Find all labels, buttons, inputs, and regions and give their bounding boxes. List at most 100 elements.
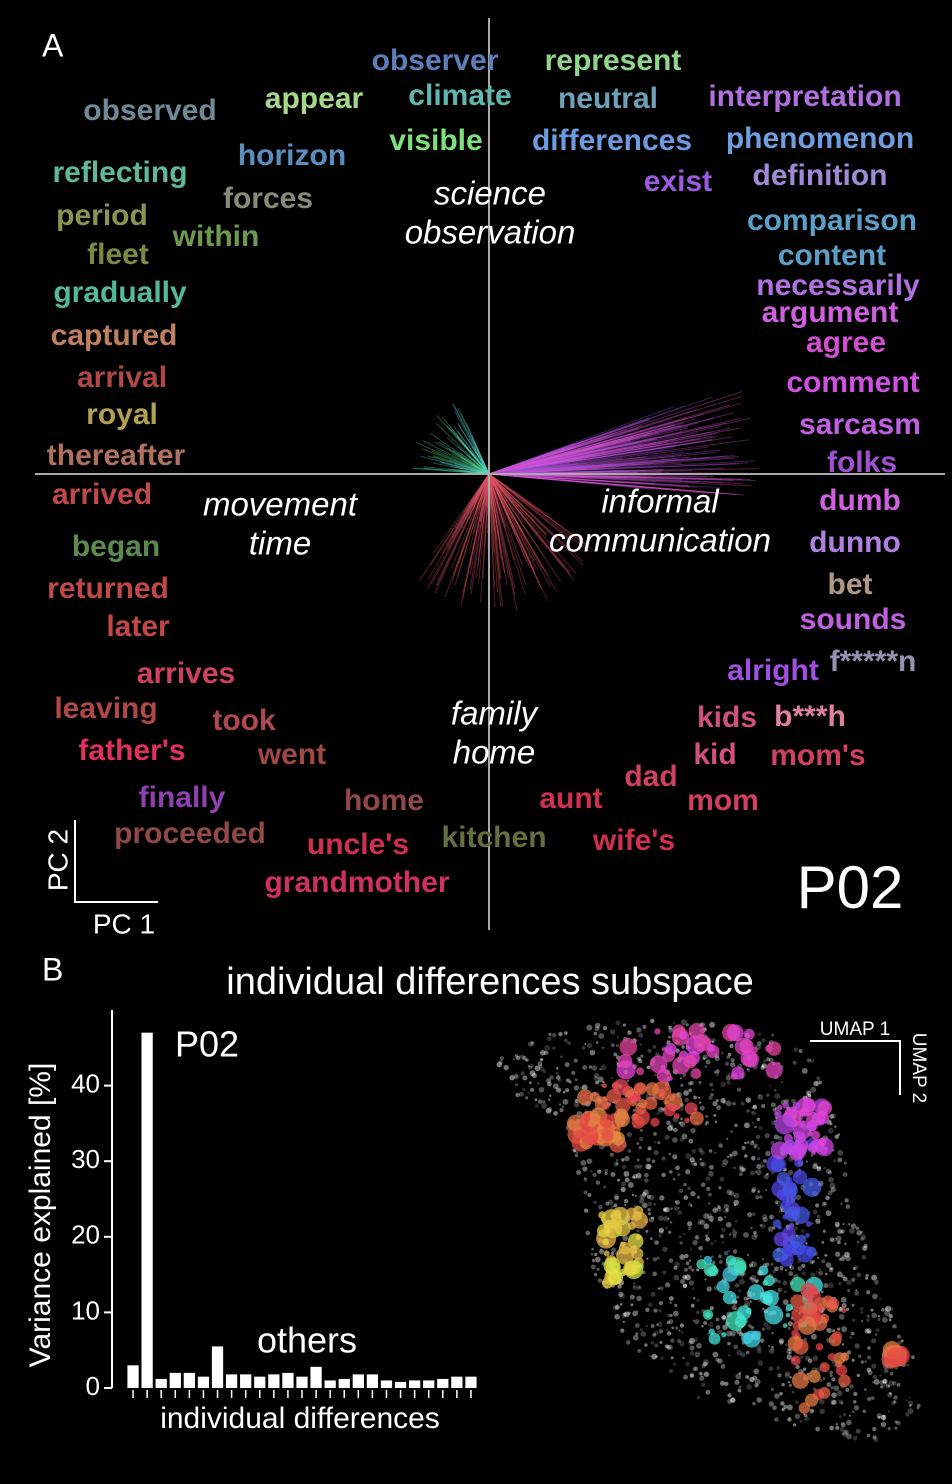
- ray: [488, 443, 606, 475]
- word: uncle's: [307, 828, 409, 861]
- umap-point: [537, 1099, 543, 1104]
- umap-point: [571, 1070, 576, 1075]
- umap-word: [631, 1092, 641, 1102]
- ray: [488, 473, 574, 542]
- ray: [488, 473, 592, 553]
- bar: [254, 1376, 266, 1388]
- ray: [451, 465, 490, 475]
- umap-point: [652, 1333, 657, 1337]
- umap-point: [689, 1350, 695, 1356]
- umap-point: [838, 1257, 842, 1261]
- umap-point: [816, 1076, 821, 1081]
- umap-point: [889, 1307, 894, 1312]
- umap-point: [690, 1127, 696, 1134]
- umap-point: [822, 1377, 826, 1381]
- umap-word: [799, 1107, 810, 1117]
- umap-word: [625, 1207, 638, 1220]
- ray: [488, 473, 575, 581]
- word: represent: [545, 44, 682, 77]
- umap-point: [728, 1354, 731, 1357]
- ray: [488, 462, 665, 475]
- umap-point: [786, 1404, 793, 1411]
- umap-point: [755, 1134, 761, 1139]
- ray: [435, 473, 490, 586]
- umap-point: [695, 1355, 698, 1358]
- ray: [488, 473, 516, 596]
- umap-point: [778, 1209, 783, 1213]
- umap-point: [761, 1164, 765, 1168]
- umap-point: [860, 1230, 864, 1235]
- umap-point: [639, 1198, 645, 1204]
- umap-word: [631, 1247, 644, 1260]
- umap-point: [659, 1195, 665, 1201]
- ray: [473, 460, 490, 475]
- umap-point: [759, 1338, 765, 1343]
- umap-point: [650, 1018, 655, 1024]
- umap-point: [642, 1202, 648, 1209]
- word: proceeded: [114, 817, 266, 850]
- umap-point: [816, 1165, 819, 1169]
- umap-point: [721, 1315, 727, 1321]
- ray: [488, 425, 689, 475]
- ray: [488, 432, 682, 475]
- umap-point: [701, 1382, 706, 1387]
- umap-point: [626, 1131, 633, 1138]
- ray: [469, 473, 490, 550]
- umap-point: [736, 1349, 743, 1356]
- umap-point: [846, 1419, 852, 1426]
- ray: [488, 463, 578, 475]
- umap-point: [662, 1246, 668, 1253]
- umap-point: [784, 1268, 788, 1272]
- umap-point: [541, 1103, 547, 1109]
- umap-point: [632, 1174, 638, 1179]
- umap-point: [636, 1285, 642, 1290]
- umap-point: [754, 1383, 759, 1388]
- word: folks: [827, 446, 897, 479]
- umap-point: [889, 1319, 892, 1322]
- ray: [488, 418, 651, 475]
- ray: [440, 462, 490, 475]
- ray: [470, 473, 490, 513]
- ray: [488, 454, 735, 475]
- umap-point: [746, 1253, 750, 1257]
- umap-point: [818, 1166, 822, 1170]
- umap-point: [648, 1147, 651, 1151]
- ray: [446, 425, 490, 475]
- panel-label: A: [42, 27, 64, 63]
- umap-point: [623, 1171, 630, 1177]
- word: dumb: [819, 484, 901, 517]
- umap-point: [712, 1208, 716, 1213]
- umap-point: [584, 1177, 587, 1180]
- umap-point: [879, 1380, 885, 1385]
- umap-point: [658, 1215, 664, 1222]
- umap-word: [661, 1047, 666, 1052]
- umap-word: [672, 1056, 691, 1075]
- ray: [488, 473, 498, 505]
- umap-point: [755, 1279, 759, 1284]
- ray: [488, 457, 583, 475]
- ray: [456, 473, 490, 568]
- umap-point: [825, 1168, 832, 1174]
- ray: [488, 446, 615, 475]
- umap-word: [594, 1096, 609, 1111]
- umap-point: [844, 1198, 849, 1203]
- umap-point: [710, 1219, 713, 1223]
- umap-point: [794, 1413, 801, 1420]
- ray: [422, 448, 490, 475]
- umap-point: [614, 1313, 620, 1320]
- umap-point: [527, 1041, 534, 1047]
- umap-point: [647, 1212, 652, 1216]
- umap-point: [855, 1226, 860, 1230]
- umap-point: [745, 1097, 751, 1103]
- umap-point: [723, 1203, 730, 1210]
- umap-point: [825, 1262, 832, 1269]
- umap-point: [730, 1397, 736, 1403]
- umap-point: [883, 1368, 889, 1373]
- ray: [488, 473, 540, 513]
- umap-point: [761, 1307, 765, 1311]
- umap-point: [653, 1150, 659, 1156]
- umap-point: [705, 1115, 709, 1119]
- ray: [488, 447, 571, 475]
- umap-word: [654, 1028, 661, 1035]
- umap-point: [732, 1234, 737, 1239]
